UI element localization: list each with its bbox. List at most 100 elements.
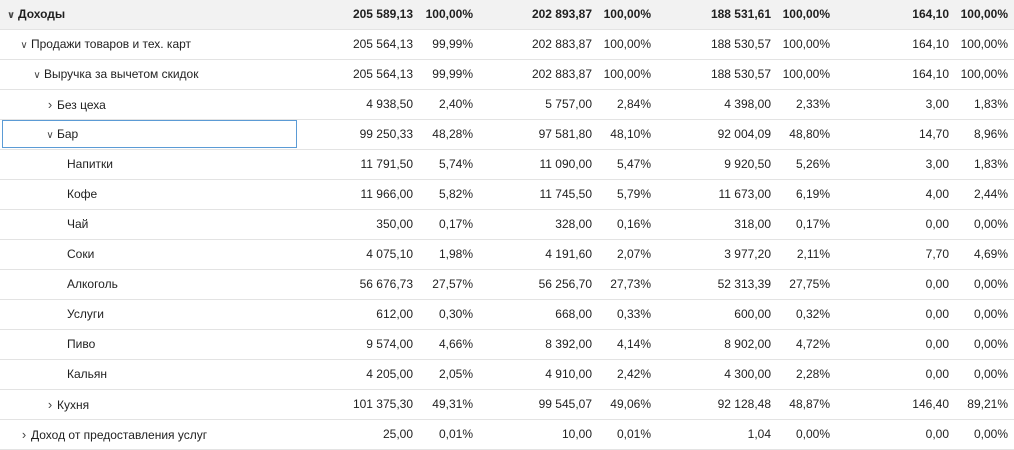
table-row[interactable]: Кальян 4 205,00 2,05% 4 910,00 2,42% 4 300,00…: [0, 360, 1014, 390]
row-label: Алкоголь: [67, 277, 118, 291]
period-3-amount-cell: 4 398,00: [724, 97, 771, 111]
period-2-amount-cell: 8 392,00: [545, 337, 592, 351]
chevron-down-icon[interactable]: ∨: [33, 70, 41, 81]
period-1-share-cell: 49,31%: [432, 397, 473, 411]
table-row-group[interactable]: ∨ Бар 99 250,33 48,28% 97 581,80 48,10% 92 004…: [0, 120, 1014, 150]
row-name-cell[interactable]: Напитки: [0, 150, 298, 179]
row-name-cell[interactable]: ∨ Доходы: [0, 0, 298, 29]
period-1-share-cell: 48,28%: [432, 127, 473, 141]
period-1-share-cell: 5,82%: [438, 187, 473, 201]
period-3-share-cell: 0,32%: [795, 307, 830, 321]
chevron-right-icon[interactable]: ›: [21, 427, 27, 442]
period-3-amount-cell: 11 673,00: [718, 187, 772, 201]
period-4-amount-cell: 164,10: [912, 7, 949, 21]
period-4-amount-cell: 3,00: [925, 157, 949, 171]
period-1-amount-cell: 4 938,50: [366, 97, 413, 111]
period-2-share-cell: 2,07%: [616, 247, 651, 261]
period-4-share-cell: 0,00%: [973, 307, 1008, 321]
period-2-share-cell: 2,42%: [616, 367, 651, 381]
period-3-share-cell: 100,00%: [782, 37, 830, 51]
table-row[interactable]: Алкоголь 56 676,73 27,57% 56 256,70 27,73% 52…: [0, 270, 1014, 300]
table-row[interactable]: Соки 4 075,10 1,98% 4 191,60 2,07% 3 977,20 2,…: [0, 240, 1014, 270]
period-1-share-cell: 2,40%: [438, 97, 473, 111]
period-3-amount-cell: 8 902,00: [724, 337, 771, 351]
table-row-group[interactable]: › Доход от предоставления услуг 25,00 0,01%…: [0, 420, 1014, 450]
period-4-share-cell: 0,00%: [973, 427, 1008, 441]
table-row-group[interactable]: › Без цеха 4 938,50 2,40% 5 757,00 2,84% 4 398…: [0, 90, 1014, 120]
row-name-cell[interactable]: Кофе: [0, 180, 298, 209]
table-row-group[interactable]: ∨ Продажи товаров и тех. карт 205 564,13 99…: [0, 30, 1014, 60]
period-3-amount-cell: 92 128,48: [717, 397, 771, 411]
period-3-share-cell: 6,19%: [795, 187, 830, 201]
row-name-cell[interactable]: › Кухня: [0, 390, 298, 419]
period-3-share-cell: 2,11%: [796, 247, 830, 261]
period-2-amount-cell: 668,00: [555, 307, 592, 321]
row-name-cell[interactable]: Соки: [0, 240, 298, 269]
period-3-share-cell: 48,80%: [789, 127, 830, 141]
period-3-amount-cell: 3 977,20: [724, 247, 771, 261]
period-1-amount-cell: 11 966,00: [360, 187, 414, 201]
period-1-amount-cell: 205 564,13: [352, 67, 413, 81]
period-2-amount-cell: 10,00: [561, 427, 592, 441]
period-4-amount-cell: 0,00: [925, 337, 949, 351]
period-2-amount-cell: 202 893,87: [531, 7, 592, 21]
chevron-down-icon[interactable]: ∨: [20, 40, 28, 51]
period-1-amount-cell: 4 205,00: [366, 367, 413, 381]
row-name-cell[interactable]: › Доход от предоставления услуг: [0, 420, 298, 449]
period-2-amount-cell: 56 256,70: [538, 277, 592, 291]
row-name-cell[interactable]: ∨ Продажи товаров и тех. карт: [0, 30, 298, 59]
period-4-amount-cell: 146,40: [912, 397, 949, 411]
table-row-group[interactable]: ∨ Доходы 205 589,13 100,00% 202 893,87 100,00…: [0, 0, 1014, 30]
period-2-amount-cell: 202 883,87: [531, 67, 592, 81]
period-1-share-cell: 1,98%: [438, 247, 473, 261]
period-1-amount-cell: 350,00: [376, 217, 413, 231]
period-3-share-cell: 2,28%: [795, 367, 830, 381]
period-1-share-cell: 0,17%: [438, 217, 473, 231]
row-name-cell[interactable]: Пиво: [0, 330, 298, 359]
row-label: Кухня: [57, 398, 90, 412]
chevron-right-icon[interactable]: ›: [47, 97, 53, 112]
table-row[interactable]: Пиво 9 574,00 4,66% 8 392,00 4,14% 8 902,00 4,…: [0, 330, 1014, 360]
period-3-share-cell: 5,26%: [795, 157, 830, 171]
table-row-group[interactable]: › Кухня 101 375,30 49,31% 99 545,07 49,06% 92 …: [0, 390, 1014, 420]
row-label: Выручка за вычетом скидок: [44, 67, 199, 81]
period-3-amount-cell: 318,00: [734, 217, 771, 231]
period-1-share-cell: 99,99%: [432, 67, 473, 81]
period-3-share-cell: 27,75%: [789, 277, 830, 291]
period-2-amount-cell: 97 581,80: [538, 127, 592, 141]
chevron-down-icon[interactable]: ∨: [6, 10, 16, 21]
row-label: Кальян: [67, 367, 108, 381]
period-2-share-cell: 48,10%: [610, 127, 651, 141]
table-row[interactable]: Напитки 11 791,50 5,74% 11 090,00 5,47% 9 920…: [0, 150, 1014, 180]
period-2-share-cell: 0,01%: [616, 427, 651, 441]
row-name-cell[interactable]: ∨ Бар: [0, 120, 298, 149]
period-4-share-cell: 0,00%: [973, 367, 1008, 381]
period-4-amount-cell: 0,00: [925, 277, 949, 291]
period-1-share-cell: 4,66%: [438, 337, 473, 351]
period-4-amount-cell: 3,00: [925, 97, 949, 111]
period-4-amount-cell: 164,10: [912, 67, 949, 81]
row-name-cell[interactable]: › Без цеха: [0, 90, 298, 119]
period-1-share-cell: 99,99%: [432, 37, 473, 51]
period-4-amount-cell: 7,70: [925, 247, 949, 261]
chevron-down-icon[interactable]: ∨: [46, 130, 54, 141]
period-2-amount-cell: 4 191,60: [545, 247, 592, 261]
table-row[interactable]: Кофе 11 966,00 5,82% 11 745,50 5,79% 11 673,0…: [0, 180, 1014, 210]
period-4-share-cell: 0,00%: [973, 277, 1008, 291]
row-name-cell[interactable]: Алкоголь: [0, 270, 298, 299]
period-1-share-cell: 0,30%: [438, 307, 473, 321]
row-name-cell[interactable]: Кальян: [0, 360, 298, 389]
period-4-amount-cell: 14,70: [918, 127, 949, 141]
period-2-share-cell: 4,14%: [616, 337, 651, 351]
row-name-cell[interactable]: Услуги: [0, 300, 298, 329]
period-1-share-cell: 2,05%: [438, 367, 473, 381]
chevron-right-icon[interactable]: ›: [47, 397, 53, 412]
row-label: Чай: [67, 217, 89, 231]
table-row[interactable]: Услуги 612,00 0,30% 668,00 0,33% 600,00 0,32% 0…: [0, 300, 1014, 330]
row-name-cell[interactable]: ∨ Выручка за вычетом скидок: [0, 60, 298, 89]
table-row[interactable]: Чай 350,00 0,17% 328,00 0,16% 318,00 0,17% 0,00…: [0, 210, 1014, 240]
period-4-amount-cell: 0,00: [925, 367, 949, 381]
row-label: Услуги: [67, 307, 104, 321]
table-row-group[interactable]: ∨ Выручка за вычетом скидок 205 564,13 99,9…: [0, 60, 1014, 90]
row-name-cell[interactable]: Чай: [0, 210, 298, 239]
